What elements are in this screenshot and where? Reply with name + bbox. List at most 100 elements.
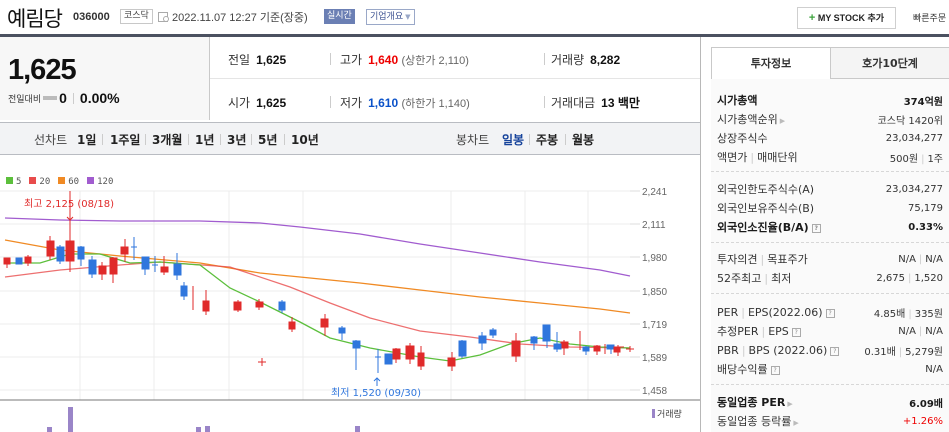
divider: [220, 134, 221, 145]
opinion-row: 투자의견 | 목표주가 N/A | N/A: [717, 253, 943, 266]
y-tick: 1,850: [642, 287, 667, 298]
divider: [330, 53, 331, 65]
divider: [330, 96, 331, 108]
foreign-ratio-row: 외국인소진율(B/A)? 0.33%: [717, 221, 943, 234]
trade-value: 거래대금 13 백만: [551, 96, 640, 110]
volume-legend: 거래량: [652, 407, 682, 420]
stock-code: 036000: [73, 11, 110, 23]
legend-ma5: 5: [6, 177, 21, 187]
prev-close: 전일 1,625: [228, 53, 287, 67]
tab-3year[interactable]: 3년: [227, 133, 247, 147]
divider: [188, 134, 189, 145]
divider: [529, 134, 530, 145]
foreign-hold-row: 외국인보유주식수(B) 75,179: [717, 202, 943, 215]
divider: [251, 134, 252, 145]
tab-daily[interactable]: 일봉: [502, 133, 525, 147]
help-icon[interactable]: ?: [770, 366, 780, 375]
market-badge: 코스닥: [120, 9, 153, 24]
chevron-right-icon: ▶: [787, 400, 793, 408]
chevron-right-icon: ▶: [779, 117, 786, 125]
low-price: 저가 1,610 (하한가 1,140): [340, 96, 470, 110]
tab-3month[interactable]: 3개월: [152, 133, 183, 147]
tab-weekly[interactable]: 주봉: [536, 133, 559, 147]
tab-5year[interactable]: 5년: [258, 133, 278, 147]
company-info-dropdown[interactable]: 기업개요 ▼: [366, 9, 415, 25]
low-annotation: 최저 1,520 (09/30): [331, 387, 421, 399]
par-unit-row: 액면가 | 매매단위 500원 | 1주: [717, 151, 943, 165]
per-eps-row: PER | EPS(2022.06)? 4.85배 | 335원: [717, 305, 943, 320]
current-price: 1,625: [8, 54, 77, 86]
divider: [72, 92, 74, 104]
y-tick: 2,111: [642, 220, 666, 231]
tab-1day[interactable]: 1일: [77, 133, 97, 147]
tab-1year[interactable]: 1년: [195, 133, 215, 147]
high-annotation: 최고 2,125 (08/18): [24, 198, 114, 210]
divider: [711, 293, 949, 294]
legend-ma60: 60: [58, 177, 79, 187]
change-percent: 0.00%: [79, 90, 120, 106]
market-cap-row: 시가총액 374억원: [717, 94, 943, 108]
tab-10year[interactable]: 10년: [291, 133, 319, 147]
dividend-row: 배당수익률? N/A: [717, 363, 943, 376]
divider: [284, 134, 285, 145]
no-change-icon: [43, 96, 58, 100]
pbr-bps-row: PBR | BPS (2022.06)? 0.31배 | 5,279원: [717, 343, 943, 358]
side-body: 시가총액 374억원 시가총액순위 ▶ 코스닥 1420위 상장주식수 23,034,2…: [711, 79, 949, 432]
est-per-eps-row: 추정PER | EPS? N/A | N/A: [717, 325, 943, 338]
divider: [711, 384, 949, 385]
tab-1week[interactable]: 1주일: [110, 133, 141, 147]
price-summary: 1,625 전일대비 0 0.00%: [0, 37, 210, 120]
chart-legend: 5 20 60 120: [6, 177, 113, 187]
help-icon[interactable]: ?: [791, 328, 801, 337]
help-icon[interactable]: ?: [825, 308, 835, 318]
investment-info-panel: 투자정보 호가10단계 시가총액 374억원 시가총액순위 ▶ 코스닥 1420위 상…: [701, 37, 949, 432]
help-icon[interactable]: ?: [830, 346, 840, 356]
divider: [209, 37, 210, 120]
y-tick: 2,241: [642, 187, 667, 198]
line-chart-label: 선차트: [34, 133, 68, 147]
candle-chart-label: 봉차트: [456, 133, 490, 147]
chevron-down-icon: ▼: [405, 13, 411, 21]
company-info-label: 기업개요: [370, 12, 404, 22]
listed-shares-row: 상장주식수 23,034,277: [717, 132, 943, 145]
y-tick: 1,589: [642, 353, 667, 364]
help-icon[interactable]: ?: [811, 224, 821, 233]
divider: [711, 242, 949, 243]
week52-row: 52주최고 | 최저 2,675 | 1,520: [717, 272, 943, 285]
market-cap-rank-row[interactable]: 시가총액순위 ▶ 코스닥 1420위: [717, 113, 943, 127]
add-mystock-button[interactable]: + MY STOCK 추가: [797, 7, 896, 29]
header-divider: [0, 34, 949, 37]
volume-swatch: [652, 409, 655, 418]
side-tabs: 투자정보 호가10단계: [711, 47, 949, 79]
quick-order-link[interactable]: 빠른주문: [913, 14, 947, 24]
candlestick-chart[interactable]: 2,241 2,111 1,980 1,850 1,719 1,589 1,45…: [0, 185, 700, 432]
quote-grid: 전일 1,625 시가 1,625 고가 1,640 (상한가 2,110) 저가 1,…: [210, 37, 700, 120]
change-row: 전일대비 0 0.00%: [8, 90, 120, 106]
tab-investment-info[interactable]: 투자정보: [711, 47, 831, 79]
divider: [544, 53, 545, 65]
tab-orderbook-10[interactable]: 호가10단계: [831, 47, 949, 79]
row-divider: [210, 78, 700, 79]
realtime-button[interactable]: 실시간: [324, 9, 355, 24]
volume: 거래량 8,282: [551, 53, 621, 67]
tab-monthly[interactable]: 월봉: [572, 133, 595, 147]
company-name: 예림당: [7, 7, 63, 31]
divider: [102, 134, 103, 145]
date-time: 2022.11.07 12:27 기준(장중): [172, 12, 308, 24]
y-tick: 1,980: [642, 253, 667, 264]
y-tick: 1,719: [642, 320, 667, 331]
calendar-clock-icon: [158, 12, 169, 22]
chevron-right-icon: ▶: [793, 419, 799, 427]
divider: [711, 171, 949, 172]
divider: [145, 134, 146, 145]
foreign-limit-row: 외국인한도주식수(A) 23,034,277: [717, 183, 943, 196]
plus-icon: +: [808, 12, 816, 24]
industry-per-row[interactable]: 동일업종 PER ▶ 6.09배: [717, 396, 943, 410]
change-value: 0: [59, 90, 67, 106]
divider: [700, 37, 701, 432]
high-price: 고가 1,640 (상한가 2,110): [340, 53, 469, 67]
industry-change-row[interactable]: 동일업종 등락률 ▶ +1.26%: [717, 415, 943, 428]
chart-period-tabs: 선차트 1일 1주일 3개월 1년 3년 5년 10년 봉차트 일봉 주봉 월봉: [0, 122, 700, 155]
divider: [544, 96, 545, 108]
y-tick: 1,458: [642, 386, 667, 397]
